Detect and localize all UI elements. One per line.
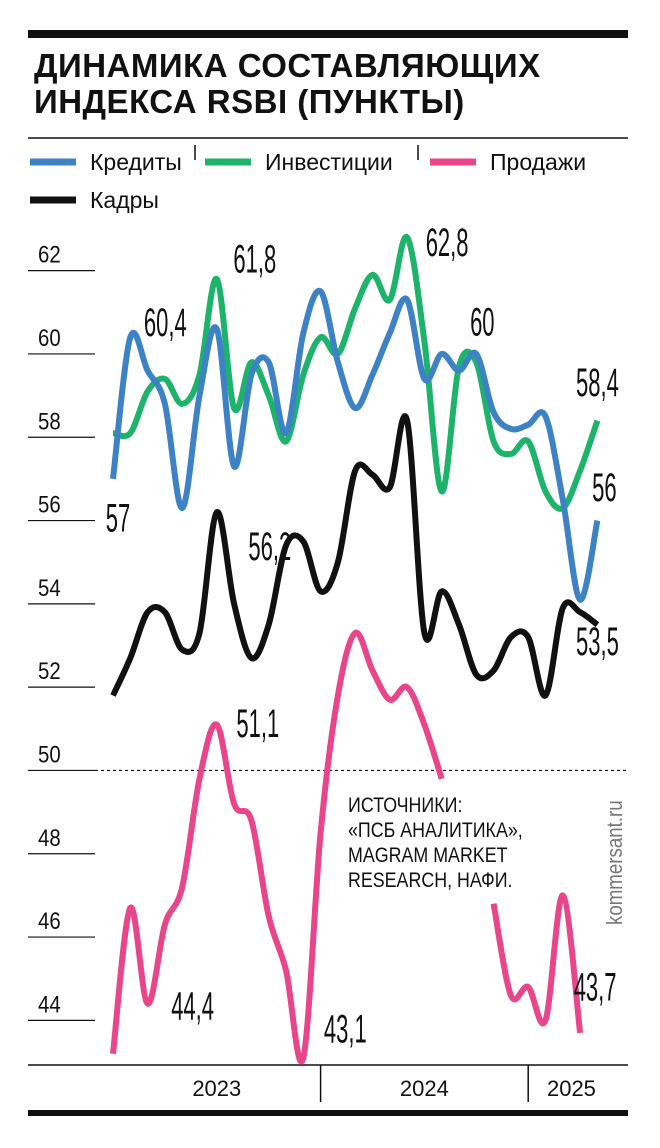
y-tick-label: 44 bbox=[38, 991, 61, 1018]
data-label: 58,4 bbox=[576, 360, 619, 405]
data-label: 60 bbox=[470, 300, 494, 345]
series-line bbox=[110, 629, 584, 1065]
y-tick-label: 62 bbox=[38, 241, 61, 268]
y-tick-label: 56 bbox=[38, 491, 61, 518]
data-label: 60,4 bbox=[144, 300, 187, 345]
y-tick-label: 52 bbox=[38, 658, 61, 685]
data-label: 56,2 bbox=[248, 524, 291, 569]
y-tick-label: 60 bbox=[38, 324, 61, 351]
source-text: ИСТОЧНИКИ: bbox=[348, 794, 462, 818]
bottom-bar bbox=[28, 1110, 628, 1116]
chart-title: ДИНАМИКА СОСТАВЛЯЮЩИХ ИНДЕКСА RSBI (ПУНК… bbox=[34, 47, 541, 120]
x-group-label: 2025 bbox=[547, 1076, 596, 1101]
legend-label: Кредиты bbox=[90, 149, 182, 175]
legend-label: Инвестиции bbox=[265, 149, 393, 175]
data-label: 57 bbox=[106, 496, 130, 541]
data-label: 56 bbox=[592, 465, 616, 510]
data-label: 43,1 bbox=[324, 1006, 367, 1051]
x-group-label: 2023 bbox=[192, 1076, 241, 1101]
top-bar bbox=[28, 30, 628, 38]
source-text: «ПСБ АНАЛИТИКА», bbox=[348, 819, 523, 843]
series-line bbox=[110, 287, 601, 603]
legend-label: Кадры bbox=[90, 187, 159, 213]
data-label: 61,8 bbox=[233, 237, 276, 282]
y-tick-label: 46 bbox=[38, 907, 61, 934]
y-tick-label: 58 bbox=[38, 408, 61, 435]
series-line bbox=[110, 413, 600, 699]
data-label: 53,5 bbox=[576, 619, 619, 664]
y-tick-label: 48 bbox=[38, 824, 61, 851]
y-tick-label: 54 bbox=[38, 574, 61, 601]
source-text: RESEARCH, НАФИ. bbox=[348, 869, 513, 893]
series-line bbox=[112, 234, 601, 512]
data-label: 44,4 bbox=[171, 983, 214, 1028]
data-label: 62,8 bbox=[426, 220, 469, 265]
y-tick-label: 50 bbox=[38, 741, 61, 768]
data-label: 51,1 bbox=[236, 701, 279, 746]
data-label: 43,7 bbox=[574, 964, 617, 1009]
legend-label: Продажи bbox=[490, 149, 586, 175]
source-text: MAGRAM MARKET bbox=[348, 844, 508, 868]
watermark: kommersant.ru bbox=[604, 800, 628, 925]
x-group-label: 2024 bbox=[400, 1076, 449, 1101]
